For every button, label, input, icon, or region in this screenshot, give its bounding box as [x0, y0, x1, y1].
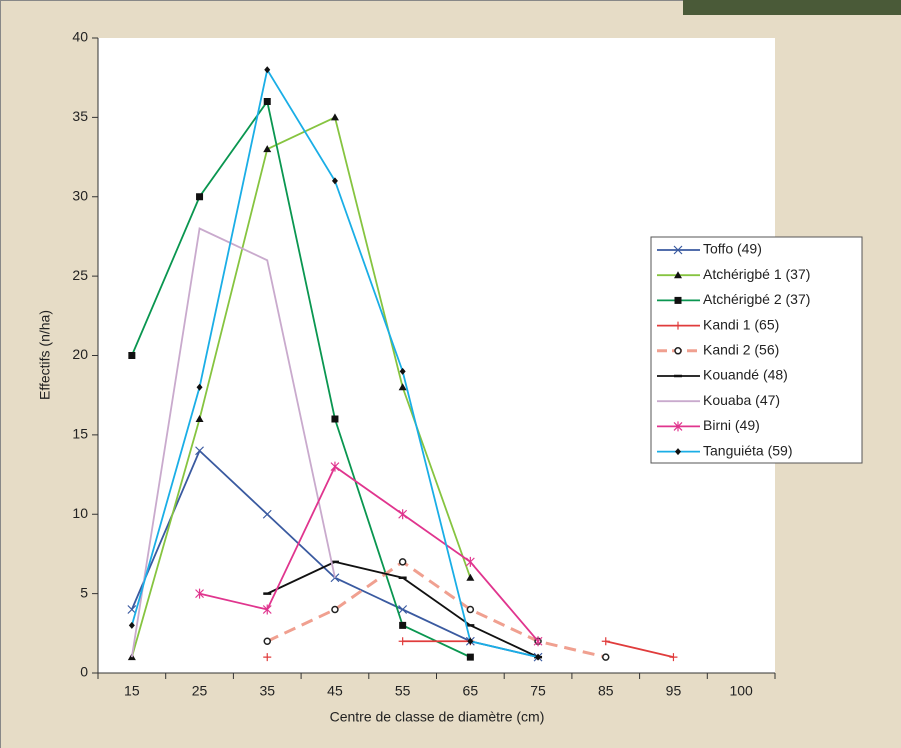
legend-label: Birni (49) — [703, 417, 760, 433]
marker — [264, 98, 271, 105]
marker — [603, 654, 609, 660]
legend-label: Kouandé (48) — [703, 367, 788, 383]
marker — [399, 622, 406, 629]
chart: Centre de classe de diamètre (cm) Effect… — [0, 0, 901, 748]
photo-strip — [683, 0, 901, 15]
y-tick-label: 40 — [72, 29, 88, 45]
marker — [332, 607, 338, 613]
marker — [675, 348, 681, 354]
marker — [331, 416, 338, 423]
legend-label: Kandi 2 (56) — [703, 342, 779, 358]
marker — [130, 656, 133, 659]
y-axis-label: Effectifs (n/ha) — [37, 310, 53, 400]
marker — [198, 227, 201, 230]
x-tick-label: 95 — [666, 683, 682, 699]
x-tick-label: 25 — [192, 683, 208, 699]
y-tick-label: 15 — [72, 426, 88, 442]
marker — [467, 607, 473, 613]
legend-label: Toffo (49) — [703, 241, 762, 257]
x-tick-label: 35 — [259, 683, 275, 699]
y-tick-label: 25 — [72, 267, 88, 283]
marker — [266, 259, 269, 262]
x-tick-label: 85 — [598, 683, 614, 699]
y-tick-label: 20 — [72, 346, 88, 362]
marker — [467, 654, 474, 661]
x-tick-label: 75 — [530, 683, 546, 699]
x-tick-label: 45 — [327, 683, 343, 699]
y-tick-label: 0 — [80, 664, 88, 680]
marker — [333, 576, 336, 579]
x-tick-label: 65 — [463, 683, 479, 699]
marker — [128, 352, 135, 359]
legend-label: Tanguiéta (59) — [703, 442, 793, 458]
marker — [196, 193, 203, 200]
y-tick-label: 10 — [72, 505, 88, 521]
marker — [264, 638, 270, 644]
marker — [675, 297, 682, 304]
legend-label: Kandi 1 (65) — [703, 316, 779, 332]
marker — [400, 559, 406, 565]
x-tick-label: 15 — [124, 683, 140, 699]
legend-label: Atchérigbé 1 (37) — [703, 266, 810, 282]
y-tick-label: 30 — [72, 187, 88, 203]
x-tick-label: 100 — [729, 683, 753, 699]
y-tick-label: 35 — [72, 108, 88, 124]
legend-label: Kouaba (47) — [703, 392, 780, 408]
y-tick-label: 5 — [80, 584, 88, 600]
x-axis-label: Centre de classe de diamètre (cm) — [330, 709, 545, 725]
x-tick-label: 55 — [395, 683, 411, 699]
legend-label: Atchérigbé 2 (37) — [703, 291, 810, 307]
